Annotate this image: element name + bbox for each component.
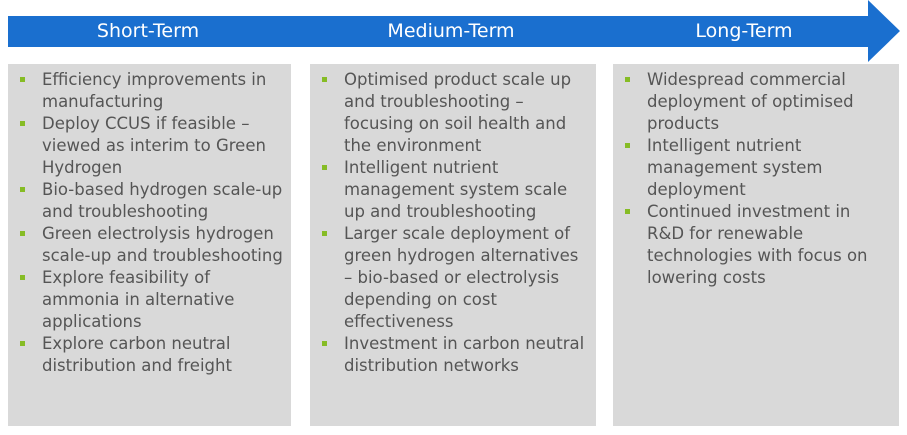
medium-term-list: Optimised product scale up and troublesh…	[322, 69, 588, 377]
bullet-icon	[322, 77, 327, 82]
long-term-list: Widespread commercial deployment of opti…	[625, 69, 891, 289]
bullet-icon	[20, 275, 25, 280]
bullet-icon	[322, 231, 327, 236]
list-item: Optimised product scale up and troublesh…	[322, 69, 588, 157]
list-item-text: Larger scale deployment of green hydroge…	[344, 224, 579, 331]
list-item-text: Deploy CCUS if feasible – viewed as inte…	[42, 114, 266, 177]
list-item: Widespread commercial deployment of opti…	[625, 69, 891, 135]
panel-medium-term: Optimised product scale up and troublesh…	[310, 64, 596, 426]
list-item-text: Bio-based hydrogen scale-up and troubles…	[42, 180, 283, 221]
list-item: Bio-based hydrogen scale-up and troubles…	[20, 179, 283, 223]
list-item-text: Green electrolysis hydrogen scale-up and…	[42, 224, 283, 265]
bullet-icon	[625, 77, 630, 82]
phase-title-short-term: Short-Term	[96, 20, 200, 42]
timeline-arrow	[8, 0, 900, 62]
list-item: Deploy CCUS if feasible – viewed as inte…	[20, 113, 283, 179]
bullet-icon	[625, 209, 630, 214]
list-item: Intelligent nutrient management system s…	[322, 157, 588, 223]
list-item-text: Optimised product scale up and troublesh…	[344, 70, 572, 155]
list-item: Intelligent nutrient management system d…	[625, 135, 891, 201]
list-item: Explore feasibility of ammonia in altern…	[20, 267, 283, 333]
bullet-icon	[20, 77, 25, 82]
bullet-icon	[20, 121, 25, 126]
bullet-icon	[20, 341, 25, 346]
bullet-icon	[20, 187, 25, 192]
bullet-icon	[322, 165, 327, 170]
timeline-arrow-shape	[8, 0, 900, 62]
list-item-text: Widespread commercial deployment of opti…	[647, 70, 854, 133]
panel-long-term: Widespread commercial deployment of opti…	[613, 64, 899, 426]
bullet-icon	[322, 341, 327, 346]
phase-title-medium-term: Medium-Term	[387, 20, 515, 42]
list-item-text: Explore carbon neutral distribution and …	[42, 334, 232, 375]
bullet-icon	[20, 231, 25, 236]
panel-short-term: Efficiency improvements in manufacturing…	[8, 64, 291, 426]
list-item-text: Efficiency improvements in manufacturing	[42, 70, 267, 111]
list-item: Efficiency improvements in manufacturing	[20, 69, 283, 113]
list-item-text: Explore feasibility of ammonia in altern…	[42, 268, 235, 331]
bullet-icon	[625, 143, 630, 148]
list-item-text: Intelligent nutrient management system d…	[647, 136, 823, 199]
list-item-text: Investment in carbon neutral distributio…	[344, 334, 585, 375]
short-term-list: Efficiency improvements in manufacturing…	[20, 69, 283, 377]
list-item-text: Intelligent nutrient management system s…	[344, 158, 568, 221]
list-item-text: Continued investment in R&D for renewabl…	[647, 202, 868, 287]
list-item: Larger scale deployment of green hydroge…	[322, 223, 588, 333]
list-item: Continued investment in R&D for renewabl…	[625, 201, 891, 289]
list-item: Green electrolysis hydrogen scale-up and…	[20, 223, 283, 267]
list-item: Investment in carbon neutral distributio…	[322, 333, 588, 377]
list-item: Explore carbon neutral distribution and …	[20, 333, 283, 377]
phase-title-long-term: Long-Term	[695, 20, 793, 42]
